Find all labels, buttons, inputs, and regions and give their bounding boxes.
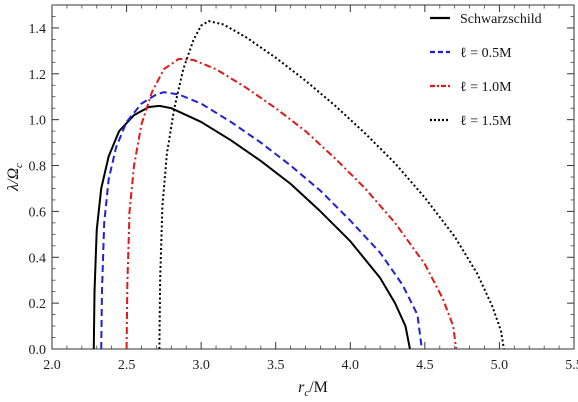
x-tick-label: 3.5 xyxy=(267,358,285,373)
legend-label-2: ℓ = 1.0M xyxy=(460,80,512,95)
x-tick-label: 5.5 xyxy=(565,358,578,373)
y-tick-label: 0.4 xyxy=(29,251,47,266)
y-tick-label: 1.0 xyxy=(29,114,47,129)
legend-label-0: Schwarzschild xyxy=(460,12,542,27)
y-axis-label: λ/Ωc xyxy=(5,163,25,192)
series-lines xyxy=(92,20,505,350)
legend: Schwarzschild ℓ = 0.5M ℓ = 1.0M ℓ = 1.5M xyxy=(430,12,542,129)
x-tick-label: 4.5 xyxy=(416,358,434,373)
axis-ticks xyxy=(51,4,575,350)
x-tick-label: 2.5 xyxy=(118,358,136,373)
y-tick-label: 0.8 xyxy=(29,160,47,175)
x-tick-label: 2.0 xyxy=(43,358,61,373)
y-tick-label: 0.0 xyxy=(29,343,47,358)
series-line-2 xyxy=(125,57,458,350)
y-tick-label: 0.2 xyxy=(29,297,47,312)
x-tick-labels: 2.0 2.5 3.0 3.5 4.0 4.5 5.0 5.5 xyxy=(43,358,578,373)
series-line-1 xyxy=(100,91,423,350)
y-tick-label: 0.6 xyxy=(29,205,47,220)
series-line-0 xyxy=(92,104,411,350)
legend-label-1: ℓ = 0.5M xyxy=(460,46,512,61)
legend-label-3: ℓ = 1.5M xyxy=(460,114,512,129)
x-axis-label: rc/M xyxy=(298,379,328,399)
y-tick-label: 1.2 xyxy=(29,68,47,83)
x-tick-label: 3.0 xyxy=(192,358,210,373)
series-line-3 xyxy=(158,20,505,350)
x-tick-label: 4.0 xyxy=(342,358,360,373)
y-tick-label: 1.4 xyxy=(29,22,47,37)
x-tick-label: 5.0 xyxy=(491,358,509,373)
y-tick-labels: 0.0 0.2 0.4 0.6 0.8 1.0 1.2 1.4 xyxy=(29,22,47,358)
